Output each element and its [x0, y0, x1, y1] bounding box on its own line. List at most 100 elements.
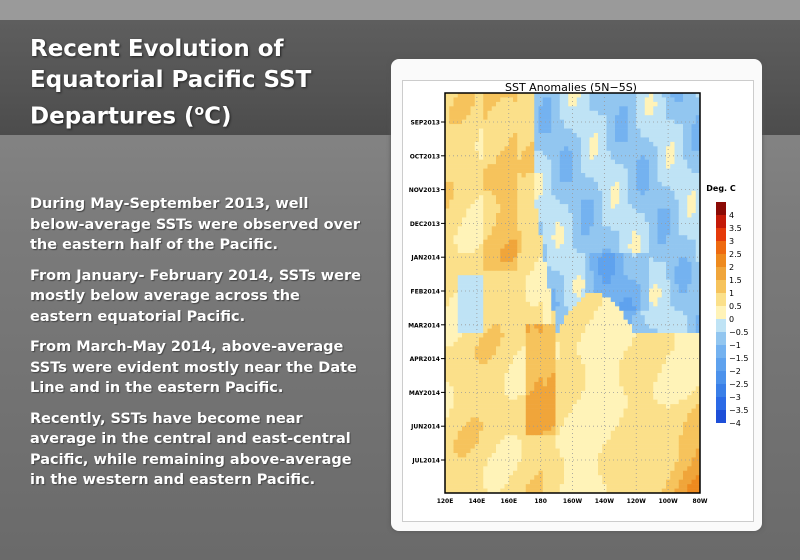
heatmap-cell: [627, 235, 633, 240]
heatmap-cell: [581, 217, 586, 223]
heatmap-cell: [623, 310, 629, 316]
heatmap-cell: [462, 128, 467, 134]
heatmap-cell: [649, 297, 654, 303]
heatmap-cell: [593, 399, 599, 405]
heatmap-cell: [585, 395, 590, 400]
heatmap-cell: [542, 266, 548, 272]
heatmap-cell: [479, 328, 484, 334]
heatmap-cell: [491, 448, 497, 454]
heatmap-cell: [649, 341, 654, 347]
heatmap-cell: [508, 430, 514, 436]
heatmap-cell: [623, 195, 629, 200]
heatmap-cell: [513, 448, 518, 454]
heatmap-cell: [649, 408, 654, 414]
heatmap-cell: [585, 253, 590, 258]
heatmap-cell: [653, 408, 658, 414]
heatmap-cell: [593, 199, 599, 205]
heatmap-cell: [564, 173, 569, 178]
heatmap-cell: [462, 430, 467, 436]
heatmap-cell: [674, 133, 680, 138]
heatmap-cell: [585, 221, 590, 227]
heatmap-cell: [615, 270, 620, 276]
heatmap-cell: [517, 97, 522, 103]
heatmap-cell: [530, 453, 535, 458]
heatmap-cell: [691, 399, 697, 405]
heatmap-cell: [525, 244, 531, 249]
heatmap-cell: [559, 221, 565, 227]
heatmap-cell: [657, 430, 663, 436]
heatmap-cell: [530, 150, 535, 156]
heatmap-cell: [521, 235, 527, 240]
heatmap-cell: [564, 150, 569, 156]
heatmap-cell: [572, 106, 578, 112]
heatmap-cell: [487, 373, 493, 378]
heatmap-cell: [615, 377, 620, 383]
heatmap-cell: [547, 128, 552, 134]
heatmap-cell: [644, 119, 650, 125]
heatmap-cell: [674, 195, 680, 200]
heatmap-cell: [521, 448, 527, 454]
heatmap-cell: [504, 155, 510, 160]
heatmap-cell: [602, 168, 607, 174]
heatmap-cell: [547, 315, 552, 320]
heatmap-cell: [606, 453, 612, 458]
heatmap-cell: [695, 346, 701, 352]
heatmap-cell: [678, 181, 684, 187]
heatmap-cell: [640, 395, 646, 400]
heatmap-cell: [551, 395, 556, 400]
heatmap-cell: [602, 137, 607, 143]
heatmap-cell: [576, 137, 582, 143]
heatmap-cell: [555, 386, 561, 392]
heatmap-cell: [674, 275, 680, 280]
heatmap-cell: [666, 226, 671, 232]
heatmap-cell: [525, 177, 531, 183]
heatmap-cell: [530, 337, 535, 343]
heatmap-cell: [555, 164, 561, 169]
heatmap-cell: [504, 399, 510, 405]
heatmap-cell: [666, 128, 671, 134]
heatmap-cell: [479, 381, 484, 387]
heatmap-cell: [619, 195, 624, 200]
heatmap-cell: [479, 355, 484, 360]
heatmap-cell: [644, 190, 650, 196]
heatmap-cell: [457, 124, 463, 129]
heatmap-cell: [581, 93, 586, 98]
heatmap-cell: [572, 226, 578, 232]
heatmap-cell: [581, 404, 586, 409]
heatmap-cell: [466, 413, 471, 418]
heatmap-cell: [674, 453, 680, 458]
heatmap-cell: [551, 93, 556, 98]
heatmap-cell: [593, 177, 599, 183]
heatmap-cell: [559, 230, 565, 236]
heatmap-cell: [695, 417, 701, 423]
heatmap-cell: [602, 386, 607, 392]
heatmap-cell: [470, 430, 476, 436]
heatmap-cell: [525, 453, 531, 458]
heatmap-cell: [551, 199, 556, 205]
heatmap-cell: [513, 226, 518, 232]
heatmap-cell: [649, 333, 654, 338]
heatmap-cell: [555, 453, 561, 458]
heatmap-cell: [449, 164, 454, 169]
heatmap-cell: [666, 457, 671, 463]
heatmap-cell: [466, 430, 471, 436]
heatmap-cell: [670, 310, 675, 316]
heatmap-cell: [534, 266, 539, 272]
heatmap-cell: [504, 457, 510, 463]
heatmap-cell: [589, 186, 595, 192]
heatmap-cell: [453, 128, 459, 134]
heatmap-cell: [674, 333, 680, 338]
heatmap-cell: [691, 301, 697, 307]
heatmap-cell: [483, 266, 488, 272]
heatmap-cell: [683, 297, 688, 303]
heatmap-cell: [530, 128, 535, 134]
heatmap-cell: [470, 444, 476, 449]
heatmap-cell: [674, 110, 680, 116]
heatmap-cell: [585, 315, 590, 320]
heatmap-cell: [547, 244, 552, 249]
heatmap-cell: [530, 390, 535, 396]
heatmap-cell: [593, 181, 599, 187]
heatmap-cell: [462, 373, 467, 378]
heatmap-cell: [521, 213, 527, 218]
heatmap-cell: [610, 248, 616, 254]
